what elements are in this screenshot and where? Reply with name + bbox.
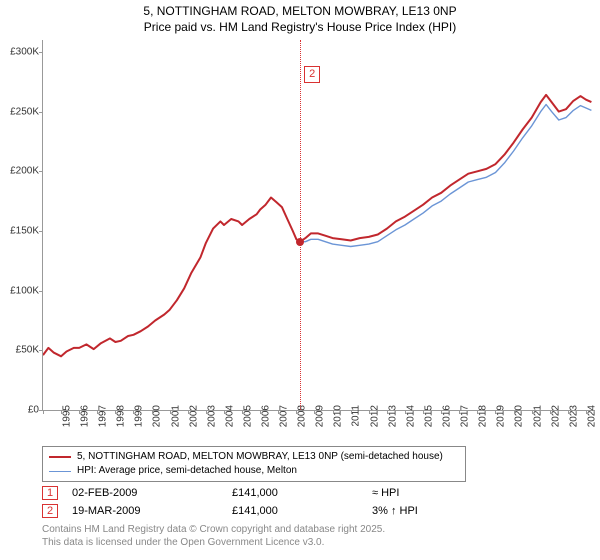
annotation-point — [296, 238, 304, 246]
x-tick-label: 2010 — [333, 405, 344, 427]
event-num-cell: 1 — [42, 486, 72, 500]
event-num-cell: 2 — [42, 504, 72, 518]
y-tick-label: £50K — [3, 345, 39, 356]
plot-svg — [43, 40, 595, 410]
x-tick-label: 1995 — [61, 405, 72, 427]
x-tick-label: 2022 — [550, 405, 561, 427]
x-tick-label: 2000 — [152, 405, 163, 427]
event-num-box: 1 — [42, 486, 58, 500]
title-line-1: 5, NOTTINGHAM ROAD, MELTON MOWBRAY, LE13… — [0, 4, 600, 20]
event-date: 02-FEB-2009 — [72, 487, 232, 499]
y-tick-label: £250K — [3, 106, 39, 117]
x-tick-label: 2013 — [387, 405, 398, 427]
x-tick-label: 2023 — [568, 405, 579, 427]
event-row-2: 2 19-MAR-2009 £141,000 3% ↑ HPI — [42, 502, 512, 520]
events-table: 1 02-FEB-2009 £141,000 ≈ HPI 2 19-MAR-20… — [42, 484, 512, 520]
x-tick-label: 2012 — [369, 405, 380, 427]
attribution: Contains HM Land Registry data © Crown c… — [42, 524, 385, 549]
x-tick-label: 1997 — [97, 405, 108, 427]
x-tick-label: 2021 — [532, 405, 543, 427]
annotation-vline — [300, 40, 301, 410]
event-date: 19-MAR-2009 — [72, 505, 232, 517]
legend-swatch-hpi — [49, 471, 71, 472]
attribution-line-1: Contains HM Land Registry data © Crown c… — [42, 524, 385, 537]
legend-swatch-property — [49, 456, 71, 458]
x-tick-label: 2001 — [170, 405, 181, 427]
y-tick-label: £0 — [3, 405, 39, 416]
chart-root: 5, NOTTINGHAM ROAD, MELTON MOWBRAY, LE13… — [0, 0, 600, 560]
title-block: 5, NOTTINGHAM ROAD, MELTON MOWBRAY, LE13… — [0, 0, 600, 35]
x-tick-label: 2016 — [441, 405, 452, 427]
x-tick-label: 2019 — [496, 405, 507, 427]
y-tick-label: £300K — [3, 46, 39, 57]
event-price: £141,000 — [232, 505, 372, 517]
x-tick-label: 2002 — [188, 405, 199, 427]
event-row-1: 1 02-FEB-2009 £141,000 ≈ HPI — [42, 484, 512, 502]
plot-area: £0£50K£100K£150K£200K£250K£300K199519961… — [42, 40, 595, 411]
event-price: £141,000 — [232, 487, 372, 499]
y-tick-label: £100K — [3, 285, 39, 296]
legend-label-property: 5, NOTTINGHAM ROAD, MELTON MOWBRAY, LE13… — [77, 450, 443, 464]
x-tick-label: 2007 — [278, 405, 289, 427]
x-tick-label: 2017 — [459, 405, 470, 427]
x-tick-label: 2024 — [586, 405, 597, 427]
legend-label-hpi: HPI: Average price, semi-detached house,… — [77, 464, 297, 478]
x-tick-label: 2014 — [405, 405, 416, 427]
x-tick-label: 1998 — [116, 405, 127, 427]
annotation-label-box: 2 — [304, 66, 320, 83]
x-tick-label: 2004 — [224, 405, 235, 427]
x-tick-label: 2018 — [478, 405, 489, 427]
title-line-2: Price paid vs. HM Land Registry's House … — [0, 20, 600, 36]
legend-box: 5, NOTTINGHAM ROAD, MELTON MOWBRAY, LE13… — [42, 446, 466, 482]
x-tick-label: 1996 — [79, 405, 90, 427]
y-tick-label: £200K — [3, 166, 39, 177]
event-delta: ≈ HPI — [372, 487, 512, 499]
x-tick-label: 2009 — [315, 405, 326, 427]
x-tick-label: 1999 — [134, 405, 145, 427]
series-hpi — [300, 105, 591, 247]
x-tick-label: 2015 — [423, 405, 434, 427]
y-tick-label: £150K — [3, 225, 39, 236]
x-tick-label: 2003 — [206, 405, 217, 427]
series-property — [43, 95, 591, 356]
legend-item-hpi: HPI: Average price, semi-detached house,… — [49, 464, 459, 478]
x-tick-label: 2020 — [514, 405, 525, 427]
attribution-line-2: This data is licensed under the Open Gov… — [42, 537, 385, 550]
event-delta: 3% ↑ HPI — [372, 505, 512, 517]
x-tick-label: 2008 — [297, 405, 308, 427]
event-num-box: 2 — [42, 504, 58, 518]
x-tick-label: 2005 — [242, 405, 253, 427]
legend-item-property: 5, NOTTINGHAM ROAD, MELTON MOWBRAY, LE13… — [49, 450, 459, 464]
x-tick-label: 2011 — [350, 405, 361, 427]
x-tick-label: 2006 — [260, 405, 271, 427]
